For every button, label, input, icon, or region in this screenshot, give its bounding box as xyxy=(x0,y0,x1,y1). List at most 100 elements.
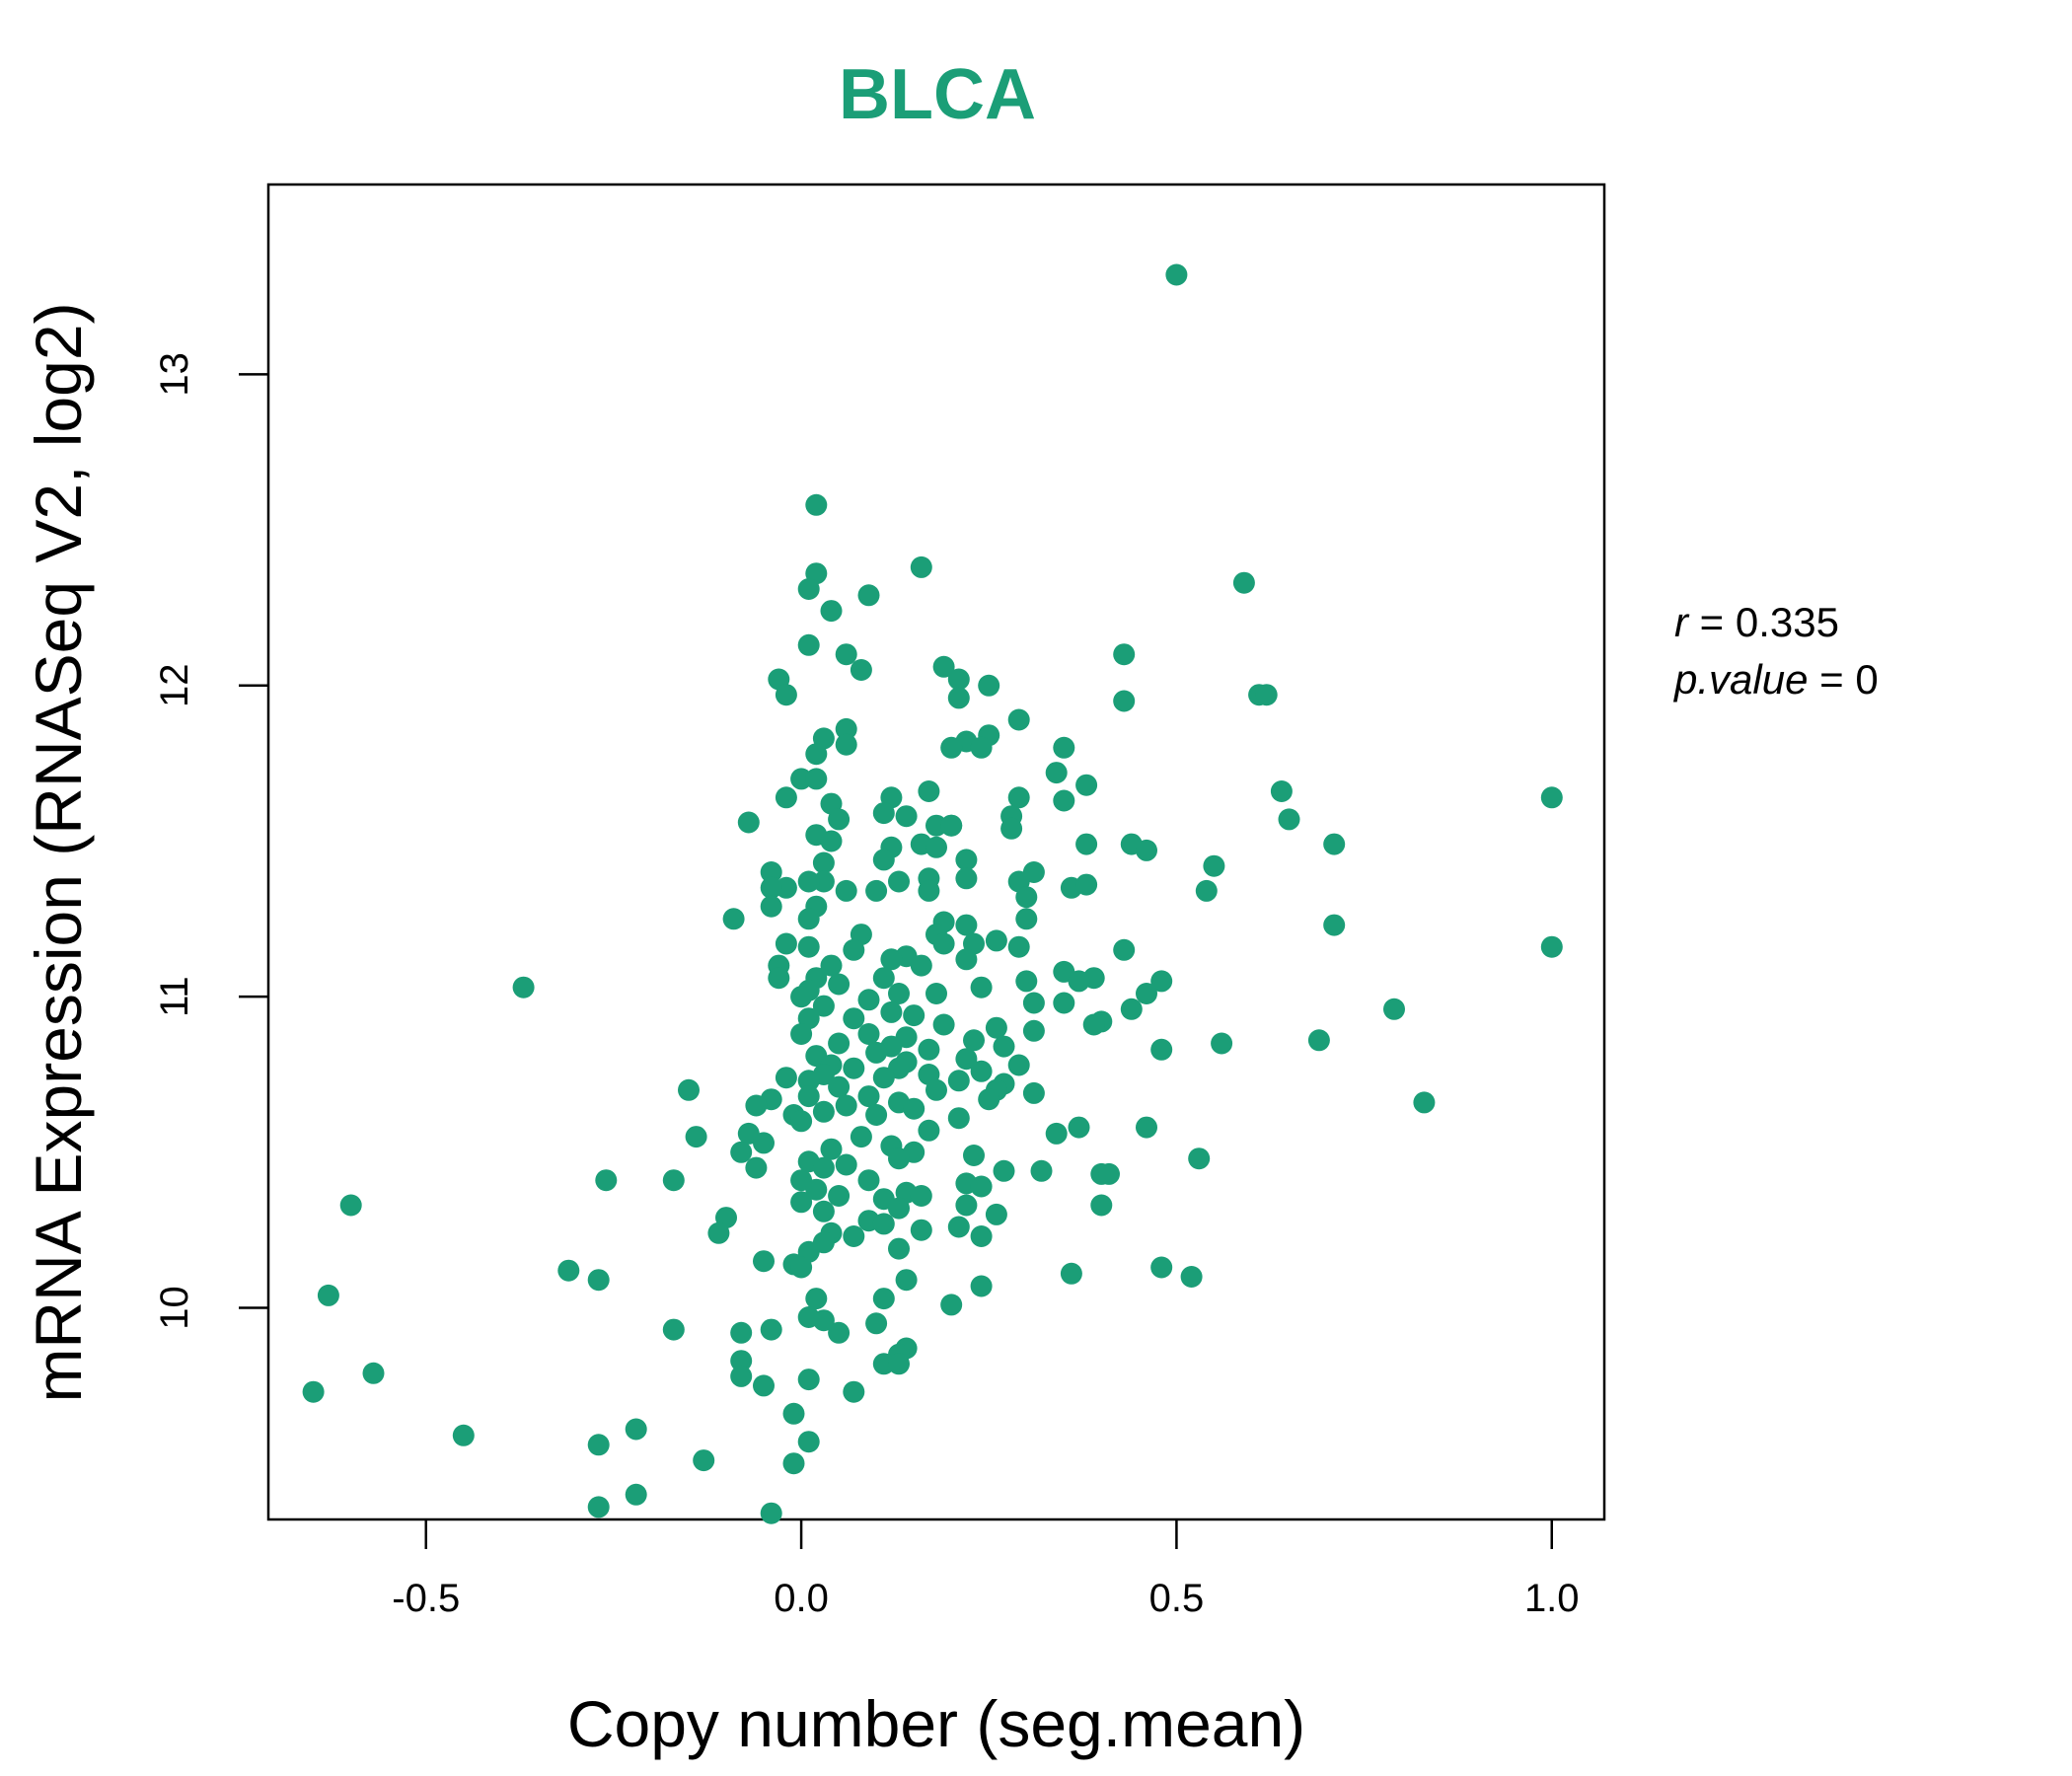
data-point xyxy=(1165,263,1188,286)
data-point xyxy=(1090,1194,1113,1217)
p-equals: = xyxy=(1819,656,1855,703)
y-tick-label: 10 xyxy=(153,1286,196,1330)
data-point xyxy=(730,1365,753,1387)
y-tick-label: 11 xyxy=(153,976,196,1017)
data-point xyxy=(790,768,813,790)
data-point xyxy=(587,1434,610,1456)
data-point xyxy=(1082,1013,1105,1036)
data-point xyxy=(1136,1116,1157,1139)
x-axis-title: Copy number (seg.mean) xyxy=(567,1687,1305,1760)
data-point xyxy=(768,967,790,990)
data-point xyxy=(797,633,820,656)
data-point xyxy=(910,555,932,578)
data-point xyxy=(797,935,820,958)
data-point xyxy=(910,954,932,977)
data-point xyxy=(1540,786,1563,809)
data-point xyxy=(857,1023,880,1045)
data-point xyxy=(835,1094,857,1117)
data-point xyxy=(963,1145,985,1166)
data-point xyxy=(512,976,535,999)
data-point xyxy=(1307,1029,1330,1052)
data-point xyxy=(985,1203,1007,1225)
data-point xyxy=(955,914,978,936)
data-point xyxy=(1007,708,1030,731)
data-point xyxy=(797,1431,820,1453)
data-point xyxy=(730,1350,753,1372)
data-point xyxy=(955,1048,978,1071)
data-point xyxy=(828,973,851,996)
data-point xyxy=(843,1380,865,1403)
data-point xyxy=(1150,970,1173,993)
data-point xyxy=(745,1156,768,1179)
data-point xyxy=(339,1194,362,1217)
data-point xyxy=(843,938,865,961)
data-point xyxy=(1203,854,1225,877)
data-point xyxy=(1045,762,1068,784)
data-point xyxy=(947,668,970,691)
data-point xyxy=(1022,1019,1045,1042)
data-point xyxy=(797,908,820,930)
data-point xyxy=(828,1185,851,1207)
data-point xyxy=(828,808,851,831)
data-point xyxy=(760,1502,782,1524)
data-point xyxy=(760,876,782,899)
data-point xyxy=(678,1078,700,1101)
data-point xyxy=(1232,571,1255,594)
p-statistic: p.value = 0 xyxy=(1672,656,1879,703)
data-point xyxy=(812,995,835,1017)
data-point xyxy=(1060,1262,1082,1285)
data-point xyxy=(910,1185,932,1207)
data-point xyxy=(707,1221,730,1244)
correlation-annotation: r = 0.335 p.value = 0 xyxy=(1672,599,1879,703)
data-point xyxy=(835,717,857,740)
data-point xyxy=(1045,1122,1068,1145)
data-point xyxy=(1413,1091,1436,1114)
data-point xyxy=(805,743,828,766)
data-point xyxy=(1211,1032,1233,1055)
data-point xyxy=(753,1374,775,1397)
data-point xyxy=(1098,1162,1120,1185)
data-point xyxy=(1180,1266,1203,1288)
data-point xyxy=(955,867,978,890)
data-point xyxy=(835,879,857,902)
data-point xyxy=(805,493,828,516)
data-point xyxy=(1007,1054,1030,1076)
data-point xyxy=(970,736,993,759)
data-point xyxy=(940,814,963,837)
data-point xyxy=(857,989,880,1011)
data-point xyxy=(843,1225,865,1247)
data-point xyxy=(835,1153,857,1176)
data-point xyxy=(970,1175,993,1198)
data-point xyxy=(1007,786,1030,809)
data-point xyxy=(302,1380,325,1403)
data-point xyxy=(828,1321,851,1344)
data-point xyxy=(872,1353,895,1375)
data-point xyxy=(1068,1116,1090,1139)
data-point xyxy=(970,1225,993,1247)
data-point xyxy=(865,1104,888,1126)
data-point xyxy=(1323,914,1346,936)
data-point xyxy=(1075,873,1098,896)
data-point xyxy=(1150,1256,1173,1279)
data-point xyxy=(872,802,895,825)
data-point xyxy=(828,1032,851,1055)
data-point xyxy=(993,1035,1015,1058)
data-point xyxy=(857,584,880,607)
data-point xyxy=(775,876,797,899)
x-axis: -0.5 0.0 0.5 1.0 xyxy=(392,1519,1580,1620)
data-point xyxy=(843,1007,865,1030)
data-point xyxy=(760,895,782,918)
data-point xyxy=(925,983,947,1004)
chart-title: BLCA xyxy=(839,55,1036,134)
data-point xyxy=(1136,983,1157,1004)
data-point xyxy=(872,967,895,990)
data-point xyxy=(745,1094,768,1117)
data-point xyxy=(737,811,760,834)
data-point xyxy=(1188,1147,1211,1170)
data-point xyxy=(903,1004,925,1027)
data-point xyxy=(872,849,895,871)
data-point xyxy=(985,929,1007,952)
data-point xyxy=(850,659,872,681)
data-point xyxy=(932,1013,955,1036)
